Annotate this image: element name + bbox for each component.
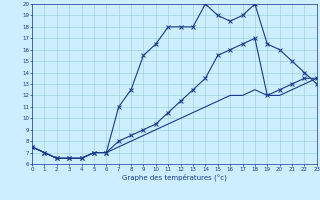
X-axis label: Graphe des températures (°c): Graphe des températures (°c) [122, 173, 227, 181]
